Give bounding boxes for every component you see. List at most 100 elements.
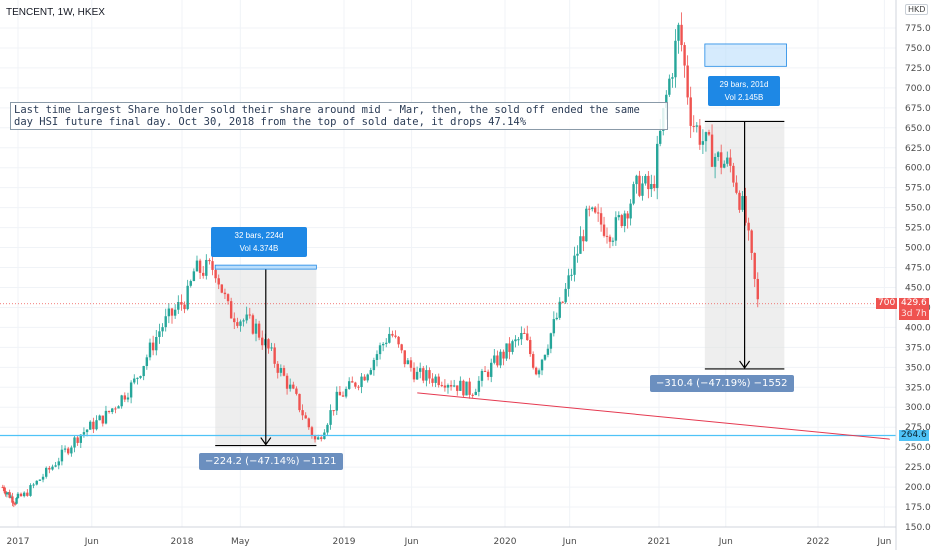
candle-body [95, 420, 98, 430]
candle-body [713, 156, 717, 167]
candle-body [391, 333, 394, 336]
candle-body [161, 327, 164, 332]
candle-body [656, 143, 659, 189]
candle-body [372, 359, 376, 371]
candle-body [493, 355, 496, 363]
candle-body [170, 308, 174, 316]
candle-body [32, 484, 35, 486]
candle-body [549, 333, 553, 349]
y-tick-label: 225.0 [905, 463, 931, 473]
trendline[interactable] [417, 392, 890, 440]
candle-body [611, 240, 615, 242]
candle-body [332, 410, 335, 412]
candle-body [285, 375, 289, 389]
candle-body [508, 343, 511, 352]
candle-body [335, 391, 338, 411]
candle-body [641, 183, 644, 196]
candle-body [344, 388, 348, 397]
candle-body [226, 294, 230, 302]
y-tick-label: 700.0 [905, 84, 931, 94]
candle-body [567, 275, 570, 289]
candle-body [79, 434, 82, 443]
candle-body [692, 125, 695, 127]
candle-body [605, 235, 609, 237]
range1-vol-label: Vol 4.374B [239, 244, 279, 253]
candle-body [540, 359, 544, 371]
candle-body [658, 130, 662, 144]
candle-body [251, 315, 255, 334]
candle-body [13, 503, 17, 505]
support-price-tag: 264.6 [899, 429, 929, 441]
candle-body [307, 418, 311, 428]
candle-body [650, 183, 653, 190]
range1-arrow-head [260, 437, 272, 446]
candle-body [267, 339, 270, 349]
candle-body [582, 236, 585, 242]
candle-body [486, 371, 490, 377]
currency-badge[interactable]: HKD [905, 4, 929, 15]
candle-body [520, 332, 523, 340]
candle-body [201, 272, 205, 276]
x-tick-label: Jun [562, 537, 577, 547]
candle-body [276, 363, 279, 373]
candle-body [499, 351, 502, 366]
candle-body [60, 449, 64, 462]
candle-body [388, 333, 391, 343]
candle-body [189, 281, 192, 286]
last-price-tag: 429.6 3d 7h [899, 297, 929, 320]
candle-body [301, 410, 304, 416]
candle-body [354, 382, 357, 387]
candle-body [415, 371, 419, 380]
candle-body [756, 278, 759, 300]
bar-countdown: 3d 7h [901, 308, 927, 319]
candle-body [329, 410, 332, 425]
candle-body [104, 410, 108, 424]
x-tick-label: 2017 [7, 537, 30, 547]
candle-body [644, 175, 647, 184]
candle-body [126, 397, 130, 400]
candle-body [446, 385, 450, 388]
candle-body [440, 385, 444, 387]
candle-body [505, 343, 508, 359]
range-markers [214, 43, 787, 447]
candle-body [741, 196, 744, 210]
candle-body [22, 492, 26, 497]
candle-body [76, 437, 79, 443]
y-tick-label: 775.0 [905, 24, 931, 34]
candle-body [295, 388, 298, 394]
candle-body [602, 224, 606, 236]
candle-body [35, 480, 38, 485]
candle-body [638, 175, 641, 196]
x-tick-label: 2021 [648, 537, 671, 547]
candle-body [1, 487, 4, 489]
candle-body [456, 385, 459, 391]
y-tick-label: 475.0 [905, 264, 931, 274]
x-tick-label: Jun [876, 537, 891, 547]
candle-body [29, 485, 32, 496]
candle-body [686, 65, 689, 98]
y-tick-label: 400.0 [905, 323, 931, 333]
candle-body [254, 323, 258, 334]
candle-body [347, 381, 351, 389]
candle-body [12, 502, 16, 504]
candle-body [198, 260, 202, 273]
last-price-value: 429.6 [901, 297, 927, 308]
candle-body [608, 236, 612, 242]
candle-body [19, 493, 23, 497]
candle-body [2, 487, 6, 492]
candle-body [381, 343, 385, 346]
candle-body [217, 278, 220, 285]
candle-body [107, 410, 111, 413]
candle-body [292, 384, 295, 389]
candle-body [710, 134, 714, 167]
candle-body [120, 395, 123, 407]
annotation-note[interactable]: Last time Largest Share holder sold thei… [10, 102, 668, 130]
candle-body [459, 380, 462, 391]
candle-body [449, 385, 453, 387]
candle-body [273, 347, 276, 364]
candle-body [26, 492, 29, 496]
candle-body [683, 45, 686, 66]
candle-body [653, 183, 656, 189]
